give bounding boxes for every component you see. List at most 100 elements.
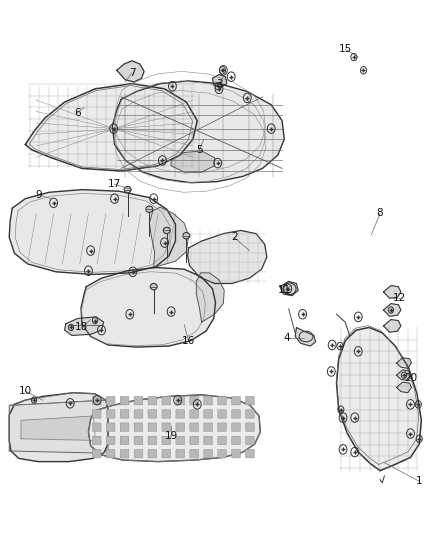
- Text: 18: 18: [75, 322, 88, 333]
- Polygon shape: [396, 358, 411, 368]
- FancyBboxPatch shape: [232, 436, 240, 445]
- Polygon shape: [384, 304, 401, 317]
- Polygon shape: [9, 400, 108, 453]
- FancyBboxPatch shape: [246, 436, 254, 445]
- FancyBboxPatch shape: [106, 436, 115, 445]
- Polygon shape: [336, 327, 421, 471]
- Ellipse shape: [163, 227, 170, 233]
- Polygon shape: [113, 81, 284, 183]
- FancyBboxPatch shape: [190, 397, 198, 405]
- FancyBboxPatch shape: [134, 449, 143, 458]
- Polygon shape: [396, 382, 411, 393]
- Polygon shape: [21, 416, 95, 440]
- FancyBboxPatch shape: [120, 423, 129, 431]
- FancyBboxPatch shape: [176, 397, 185, 405]
- Text: 19: 19: [165, 431, 178, 441]
- FancyBboxPatch shape: [106, 423, 115, 431]
- Text: 16: 16: [182, 336, 195, 346]
- FancyBboxPatch shape: [246, 449, 254, 458]
- Polygon shape: [88, 395, 260, 462]
- Ellipse shape: [150, 284, 157, 290]
- FancyBboxPatch shape: [218, 397, 226, 405]
- FancyBboxPatch shape: [246, 423, 254, 431]
- Polygon shape: [25, 84, 197, 171]
- Text: 20: 20: [404, 373, 417, 383]
- Polygon shape: [171, 151, 215, 172]
- Polygon shape: [187, 230, 267, 284]
- FancyBboxPatch shape: [162, 449, 171, 458]
- FancyBboxPatch shape: [106, 449, 115, 458]
- FancyBboxPatch shape: [176, 436, 185, 445]
- Text: 10: 10: [19, 386, 32, 396]
- FancyBboxPatch shape: [204, 423, 212, 431]
- FancyBboxPatch shape: [218, 449, 226, 458]
- Text: 1: 1: [416, 477, 423, 486]
- FancyBboxPatch shape: [120, 449, 129, 458]
- FancyBboxPatch shape: [190, 410, 198, 418]
- FancyBboxPatch shape: [134, 423, 143, 431]
- Text: 7: 7: [129, 68, 135, 78]
- FancyBboxPatch shape: [176, 410, 185, 418]
- FancyBboxPatch shape: [232, 410, 240, 418]
- FancyBboxPatch shape: [204, 436, 212, 445]
- Text: 11: 11: [278, 285, 291, 295]
- Text: 9: 9: [35, 190, 42, 200]
- FancyBboxPatch shape: [218, 436, 226, 445]
- FancyBboxPatch shape: [92, 436, 101, 445]
- FancyBboxPatch shape: [232, 397, 240, 405]
- FancyBboxPatch shape: [134, 410, 143, 418]
- FancyBboxPatch shape: [218, 410, 226, 418]
- Ellipse shape: [146, 206, 153, 213]
- Ellipse shape: [183, 232, 190, 239]
- FancyBboxPatch shape: [92, 410, 101, 418]
- FancyBboxPatch shape: [106, 397, 115, 405]
- Polygon shape: [149, 207, 188, 268]
- Polygon shape: [280, 281, 298, 296]
- FancyBboxPatch shape: [204, 449, 212, 458]
- FancyBboxPatch shape: [232, 449, 240, 458]
- FancyBboxPatch shape: [92, 397, 101, 405]
- FancyBboxPatch shape: [162, 436, 171, 445]
- Polygon shape: [196, 273, 224, 322]
- FancyBboxPatch shape: [176, 423, 185, 431]
- FancyBboxPatch shape: [120, 436, 129, 445]
- Text: 8: 8: [377, 208, 383, 219]
- Text: 3: 3: [215, 78, 223, 88]
- FancyBboxPatch shape: [246, 397, 254, 405]
- Polygon shape: [212, 75, 227, 87]
- FancyBboxPatch shape: [134, 397, 143, 405]
- FancyBboxPatch shape: [162, 423, 171, 431]
- Text: 5: 5: [196, 145, 203, 155]
- FancyBboxPatch shape: [190, 436, 198, 445]
- FancyBboxPatch shape: [162, 397, 171, 405]
- FancyBboxPatch shape: [148, 423, 157, 431]
- Text: 12: 12: [393, 293, 406, 303]
- FancyBboxPatch shape: [120, 397, 129, 405]
- Text: 6: 6: [74, 108, 81, 118]
- FancyBboxPatch shape: [246, 410, 254, 418]
- FancyBboxPatch shape: [218, 423, 226, 431]
- FancyBboxPatch shape: [190, 423, 198, 431]
- Polygon shape: [295, 327, 316, 346]
- Polygon shape: [117, 61, 144, 82]
- FancyBboxPatch shape: [120, 410, 129, 418]
- FancyBboxPatch shape: [148, 436, 157, 445]
- Polygon shape: [64, 317, 104, 335]
- FancyBboxPatch shape: [92, 423, 101, 431]
- FancyBboxPatch shape: [232, 423, 240, 431]
- Text: 17: 17: [108, 179, 121, 189]
- Text: 4: 4: [283, 333, 290, 343]
- FancyBboxPatch shape: [92, 449, 101, 458]
- Ellipse shape: [124, 187, 131, 193]
- FancyBboxPatch shape: [106, 410, 115, 418]
- Polygon shape: [384, 286, 401, 298]
- Polygon shape: [81, 268, 215, 347]
- Text: 2: 2: [231, 232, 237, 243]
- FancyBboxPatch shape: [148, 397, 157, 405]
- FancyBboxPatch shape: [204, 410, 212, 418]
- Polygon shape: [9, 393, 108, 462]
- Text: 15: 15: [339, 44, 352, 54]
- Polygon shape: [9, 190, 176, 274]
- Polygon shape: [396, 370, 411, 381]
- FancyBboxPatch shape: [204, 397, 212, 405]
